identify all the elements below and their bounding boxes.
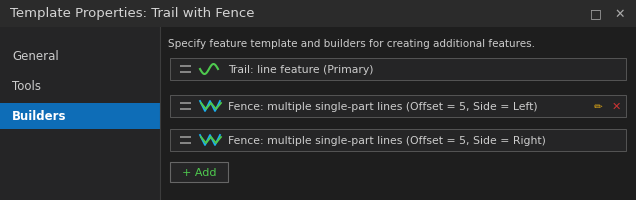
Text: ✏: ✏ (593, 101, 602, 111)
Bar (170, 129, 626, 151)
Text: General: General (12, 50, 59, 63)
Text: Tools: Tools (12, 80, 41, 93)
Text: Fence: multiple single-part lines (Offset = 5, Side = Right): Fence: multiple single-part lines (Offse… (228, 135, 546, 145)
Text: Builders: Builders (12, 110, 67, 123)
Bar (170, 96, 626, 117)
Text: □: □ (590, 7, 602, 20)
Bar (0, 0, 636, 28)
Text: Trail: line feature (Primary): Trail: line feature (Primary) (228, 65, 373, 75)
Text: ✕: ✕ (611, 101, 621, 111)
Text: Template Properties: Trail with Fence: Template Properties: Trail with Fence (10, 7, 254, 20)
Bar (170, 59, 626, 81)
Text: Fence: multiple single-part lines (Offset = 5, Side = Left): Fence: multiple single-part lines (Offse… (228, 101, 537, 111)
Text: + Add: + Add (182, 167, 216, 177)
Text: Specify feature template and builders for creating additional features.: Specify feature template and builders fo… (168, 39, 535, 49)
Bar (0, 103, 160, 129)
Text: ✕: ✕ (615, 7, 625, 20)
Bar (170, 162, 228, 182)
Bar (0, 28, 160, 200)
